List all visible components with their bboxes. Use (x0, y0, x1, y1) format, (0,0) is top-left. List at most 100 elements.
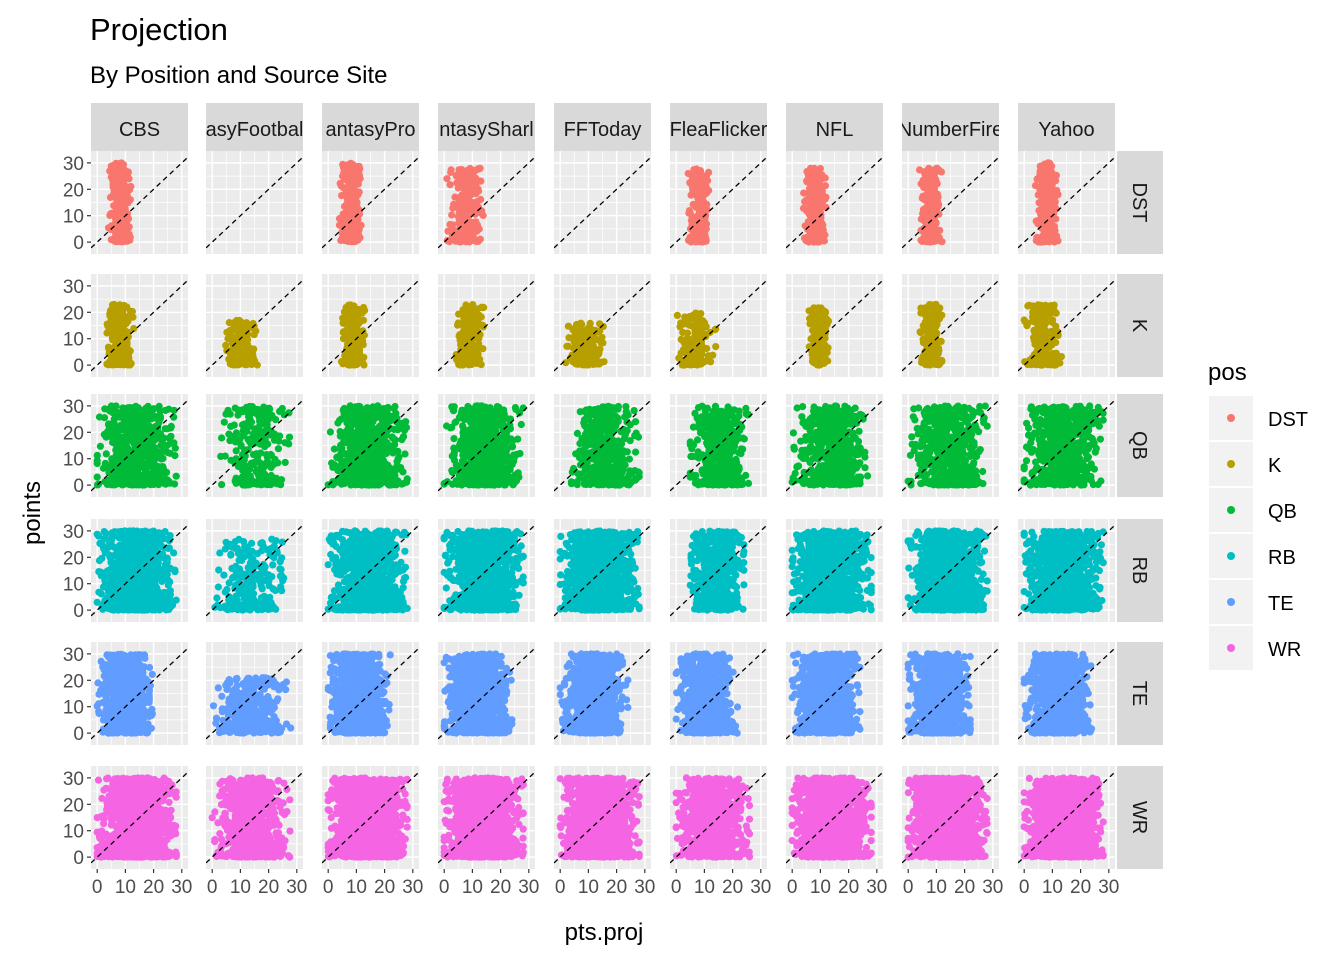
data-point (573, 322, 582, 330)
data-point (920, 310, 928, 318)
reference-line (322, 156, 419, 249)
data-point (810, 169, 818, 177)
data-point (258, 413, 267, 421)
data-point (337, 182, 345, 190)
data-point (1037, 341, 1045, 350)
data-point (110, 161, 118, 169)
panel-k-fantasysharks (438, 274, 535, 377)
data-point (93, 473, 101, 481)
column-strip-label: asyFootbal (206, 119, 304, 141)
data-point (102, 450, 110, 458)
data-point (448, 211, 456, 219)
panel-dst-fftoday (554, 151, 651, 254)
data-point (249, 430, 257, 438)
point-group (916, 300, 946, 369)
data-point (360, 303, 368, 312)
data-point (928, 204, 937, 212)
data-point (799, 204, 808, 212)
data-point (937, 337, 945, 345)
data-point (130, 458, 138, 466)
data-point (819, 221, 827, 229)
data-point (931, 165, 939, 173)
data-point (927, 226, 935, 234)
data-point (921, 171, 929, 179)
data-point (463, 341, 471, 349)
data-point (137, 437, 145, 445)
data-point (460, 168, 468, 176)
data-point (240, 351, 248, 360)
data-point (246, 402, 254, 411)
data-point (272, 416, 280, 424)
data-point (812, 207, 820, 215)
data-point (569, 344, 577, 352)
data-point (705, 168, 713, 176)
row-strip-bg (1117, 274, 1163, 377)
data-point (586, 331, 594, 339)
data-point (157, 441, 165, 449)
reference-line (1018, 279, 1115, 372)
data-point (460, 310, 468, 318)
data-point (678, 361, 686, 369)
data-point (156, 453, 164, 462)
reference-line (554, 156, 651, 249)
y-tick-label: 0 (73, 233, 84, 254)
data-point (353, 203, 361, 212)
data-point (150, 460, 158, 468)
data-point (144, 474, 152, 482)
column-strip-bg (438, 103, 535, 151)
data-point (816, 233, 824, 242)
data-point (677, 335, 685, 343)
data-point (220, 418, 228, 426)
data-point (443, 175, 451, 183)
reference-line (670, 156, 767, 249)
data-point (469, 310, 477, 318)
data-point (1023, 322, 1031, 330)
data-point (455, 209, 463, 217)
data-point (451, 193, 459, 201)
data-point (1052, 171, 1060, 179)
data-point (596, 320, 604, 328)
data-point (95, 413, 104, 421)
data-point (1041, 194, 1049, 202)
row-strip-bg (1117, 642, 1163, 745)
data-point (281, 458, 289, 466)
row-strip-label: RB (1128, 557, 1150, 585)
data-point (258, 460, 266, 468)
reference-line (902, 156, 999, 249)
data-point (264, 440, 272, 448)
data-point (217, 452, 225, 460)
data-point (1049, 197, 1057, 206)
row-strip-wr: WR (1117, 766, 1163, 869)
data-point (1037, 315, 1045, 323)
data-point (1047, 231, 1055, 239)
data-point (698, 348, 706, 357)
reference-line (902, 279, 999, 372)
data-point (218, 481, 226, 489)
data-point (932, 230, 940, 238)
data-point (562, 359, 570, 367)
data-point (1037, 329, 1045, 337)
data-point (452, 237, 460, 245)
data-point (473, 326, 481, 334)
data-point (924, 347, 932, 356)
data-point (236, 435, 244, 443)
data-point (139, 478, 148, 486)
data-point (811, 348, 819, 356)
data-point (465, 335, 473, 343)
data-point (145, 439, 153, 447)
data-point (136, 458, 144, 466)
data-point (470, 357, 478, 365)
point-group (1031, 159, 1062, 246)
data-point (809, 231, 817, 239)
data-point (112, 402, 120, 410)
data-point (478, 303, 486, 311)
data-point (112, 318, 120, 327)
data-point (134, 445, 142, 453)
y-tick-label: 20 (63, 180, 84, 201)
data-point (111, 352, 119, 360)
data-point (455, 197, 463, 206)
data-point (112, 422, 120, 430)
data-point (245, 413, 253, 421)
data-point (225, 319, 233, 327)
